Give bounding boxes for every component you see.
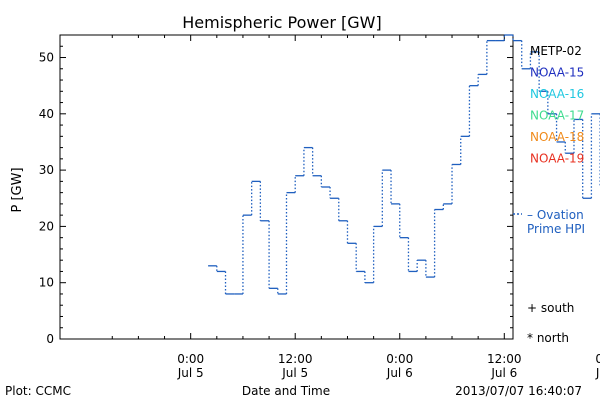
y-axis-label: P [GW] xyxy=(10,167,25,212)
legend-metp-02: METP-02 xyxy=(530,44,582,58)
y-tick-label: 50 xyxy=(39,51,54,65)
legend-noaa-18: NOAA-18 xyxy=(530,130,584,144)
y-tick-label: 10 xyxy=(39,276,54,290)
ovation-label-line2: Prime HPI xyxy=(527,222,585,236)
y-axis: 0 10 20 30 40 50 xyxy=(39,34,513,346)
chart-title: Hemispheric Power [GW] xyxy=(182,13,381,32)
ovation-label-line1: – Ovation xyxy=(527,208,584,222)
plot-frame xyxy=(59,34,514,340)
y-tick-label: 40 xyxy=(39,107,54,121)
legend-noaa-17: NOAA-17 xyxy=(530,109,584,123)
y-tick-label: 20 xyxy=(39,219,54,233)
legend-noaa-19: NOAA-19 xyxy=(530,152,584,166)
legend: METP-02 NOAA-15 NOAA-16 NOAA-17 NOAA-18 NOAA-… xyxy=(530,44,584,166)
legend-south: + south xyxy=(527,301,574,315)
x-tick-time-label: 12:00 xyxy=(278,352,313,366)
legend-north: * north xyxy=(527,331,569,345)
legend-noaa-16: NOAA-16 xyxy=(530,87,584,101)
x-tick-time-label: 0:00 xyxy=(177,352,204,366)
x-tick-time-label: 0:00 xyxy=(386,352,413,366)
y-tick-label: 0 xyxy=(46,332,54,346)
footer-timestamp: 2013/07/07 16:40:07 xyxy=(455,384,582,398)
x-tick-date-label: Jul 6 xyxy=(490,366,517,380)
legend-noaa-15: NOAA-15 xyxy=(530,66,584,80)
x-tick-time-label: 12:00 xyxy=(487,352,522,366)
x-tick-date-label: Jul 7 xyxy=(595,366,600,380)
x-axis-label: Date and Time xyxy=(242,384,330,398)
y-tick-label: 30 xyxy=(39,163,54,177)
x-tick-date-label: Jul 6 xyxy=(386,366,413,380)
footer-credit: Plot: CCMC xyxy=(5,384,71,398)
x-tick-date-label: Jul 5 xyxy=(281,366,308,380)
ovation-series xyxy=(208,34,600,295)
x-tick-time-label: 0:00 xyxy=(595,352,600,366)
x-tick-date-label: Jul 5 xyxy=(177,366,204,380)
